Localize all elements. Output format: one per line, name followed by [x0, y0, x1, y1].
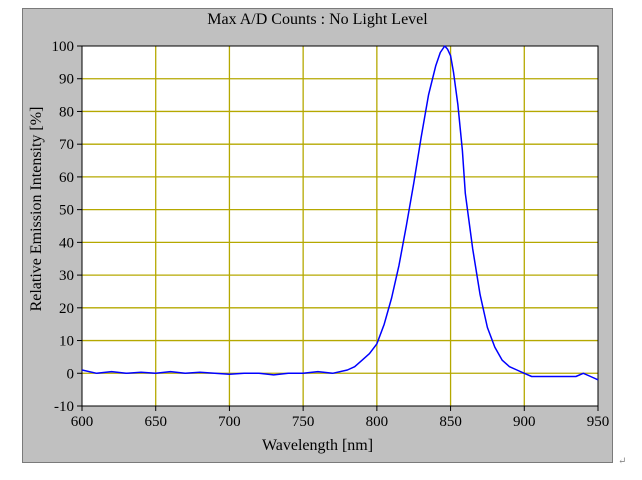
y-tick-label: 100	[52, 39, 75, 55]
y-tick-label: 50	[59, 203, 74, 219]
y-tick-label: 20	[59, 301, 74, 317]
x-axis-label: Wavelength [nm]	[261, 437, 374, 454]
x-tick-label: 650	[144, 414, 167, 430]
x-tick-label: 950	[587, 414, 610, 430]
chart-svg: 600 650 700 750 800 850 900 950 -10 0 10 20 30 40 50 60…	[52, 39, 610, 430]
x-tick-label: 800	[366, 414, 389, 430]
paragraph-mark: ↵	[618, 456, 627, 467]
chart-panel: Max A/D Counts : No Light Level Relative…	[22, 8, 613, 463]
x-tick-label: 850	[439, 414, 462, 430]
y-tick-label: -10	[54, 399, 74, 415]
y-tick-label: 30	[59, 268, 74, 284]
x-tick-label: 750	[292, 414, 315, 430]
plot-area	[82, 46, 598, 406]
x-tick-label: 600	[71, 414, 94, 430]
x-tick-label: 700	[218, 414, 241, 430]
chart-title: Max A/D Counts : No Light Level	[207, 11, 428, 28]
y-tick-label: 80	[59, 104, 74, 120]
y-tick-label: 90	[59, 72, 74, 88]
y-tick-label: 10	[59, 334, 74, 350]
x-tick-label: 900	[513, 414, 536, 430]
y-tick-label: 60	[59, 170, 74, 186]
y-tick-label: 70	[59, 137, 74, 153]
series-line	[81, 45, 599, 381]
plot-border	[81, 45, 599, 407]
y-tick-label: 0	[67, 366, 75, 382]
y-tick-label: 40	[59, 235, 74, 251]
